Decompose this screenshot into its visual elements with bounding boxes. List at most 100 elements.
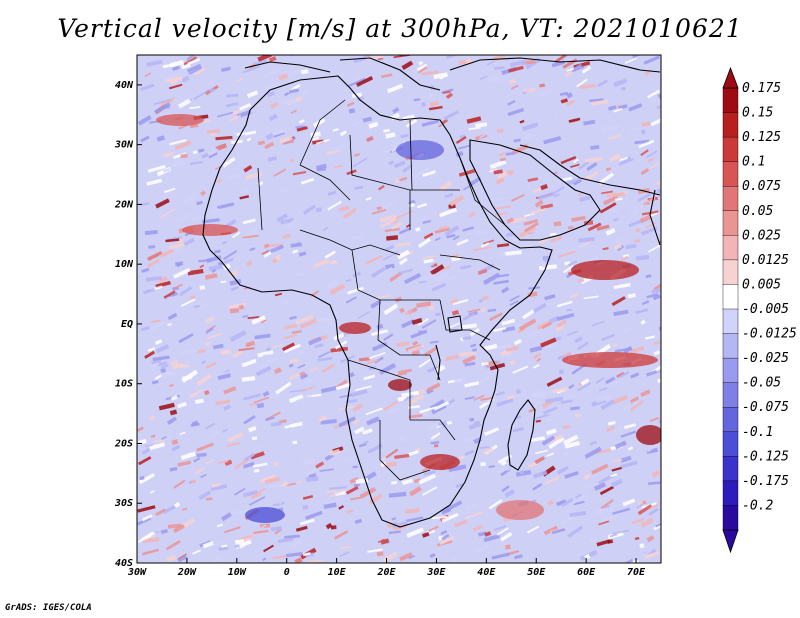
colorbar-label: 0.005 [742, 277, 781, 292]
field-streak [419, 273, 436, 283]
field-streak [329, 283, 346, 296]
field-streak [385, 448, 399, 459]
field-streak [172, 283, 183, 290]
field-streak [177, 553, 188, 560]
field-streak [612, 507, 631, 515]
field-streak [274, 292, 283, 297]
field-streak [646, 447, 658, 454]
field-streak [480, 461, 486, 467]
field-streak [634, 536, 640, 541]
field-streak [198, 148, 205, 153]
field-streak [162, 505, 176, 514]
field-streak [169, 59, 185, 68]
field-streak [388, 160, 395, 166]
field-streak [465, 58, 472, 64]
field-streak [487, 308, 497, 313]
field-streak [290, 242, 303, 248]
colorbar-label: 0.05 [742, 204, 773, 219]
field-streak [441, 533, 450, 541]
field-streak [302, 552, 311, 557]
field-streak [392, 107, 400, 114]
field-streak [562, 434, 579, 446]
field-streak [465, 511, 483, 520]
field-streak [579, 84, 596, 90]
field-streak [598, 473, 615, 485]
field-streak [475, 122, 488, 128]
field-streak [614, 440, 627, 450]
field-streak [578, 161, 590, 170]
field-streak [498, 151, 506, 157]
field-streak [468, 212, 476, 218]
field-streak [605, 228, 616, 236]
field-streak [562, 351, 572, 358]
field-streak [570, 406, 580, 411]
field-streak [510, 193, 525, 202]
field-streak [550, 235, 563, 243]
field-streak [302, 459, 316, 465]
field-streak [613, 107, 623, 113]
field-streak [543, 525, 559, 536]
field-streak [480, 396, 494, 401]
field-streak [482, 272, 501, 286]
field-streak [500, 531, 513, 542]
field-streak [204, 342, 211, 346]
field-streak [302, 505, 309, 510]
field-streak [422, 486, 438, 496]
field-streak [535, 449, 548, 455]
field-streak [523, 218, 539, 226]
field-patch [156, 114, 204, 126]
field-streak [140, 135, 150, 143]
field-streak [495, 177, 505, 185]
field-streak [416, 389, 425, 394]
field-streak [272, 555, 286, 560]
field-streak [388, 491, 407, 498]
field-streak [532, 302, 547, 314]
field-streak [312, 136, 319, 141]
field-streak [371, 329, 389, 337]
field-streak [275, 381, 292, 395]
field-streak [228, 302, 247, 309]
field-streak [462, 355, 476, 365]
colorbar-swatch [722, 431, 739, 458]
field-streak [221, 240, 227, 245]
field-streak [305, 552, 314, 558]
field-streak [479, 129, 493, 139]
field-streak [363, 374, 376, 381]
field-streak [396, 249, 410, 260]
field-streak [229, 330, 247, 342]
field-streak [605, 376, 616, 385]
field-streak [496, 527, 509, 536]
field-streak [320, 419, 337, 425]
field-streak [527, 177, 539, 182]
field-streak [535, 419, 541, 423]
field-streak [193, 304, 200, 308]
field-streak [452, 235, 460, 241]
colorbar-top-arrow [722, 66, 739, 89]
field-streak [147, 258, 161, 268]
field-streak [165, 105, 170, 109]
field-streak [443, 110, 459, 121]
field-streak [398, 257, 408, 266]
field-streak [217, 373, 231, 381]
field-streak [501, 485, 510, 493]
field-streak [352, 235, 364, 240]
field-streak [273, 132, 286, 138]
field-streak [507, 99, 516, 106]
field-streak [390, 137, 406, 148]
field-streak [290, 109, 298, 114]
field-streak [544, 476, 560, 485]
x-tick-label: 40E [477, 567, 496, 578]
field-streak [496, 128, 504, 134]
field-streak [544, 396, 564, 404]
field-streak [137, 115, 152, 126]
field-streak [366, 416, 380, 426]
colorbar-label: -0.125 [742, 449, 789, 464]
field-streak [613, 282, 631, 290]
field-streak [302, 204, 316, 215]
field-streak [190, 295, 196, 300]
field-streak [499, 157, 507, 162]
field-streak [424, 346, 438, 357]
field-streak [624, 558, 634, 563]
x-tick-label: 10E [328, 567, 347, 578]
grads-credit: GrADS: IGES/COLA [5, 603, 92, 613]
